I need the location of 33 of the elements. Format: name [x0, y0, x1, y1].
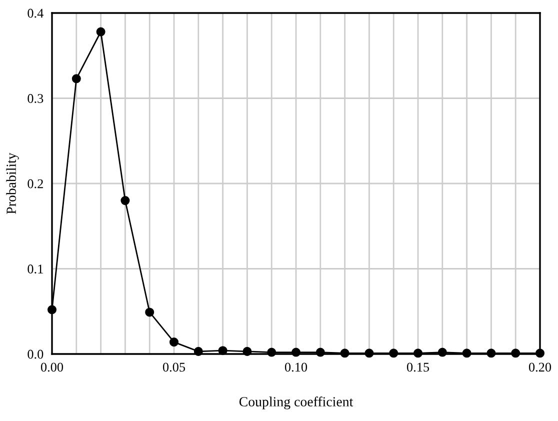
point [72, 74, 81, 84]
point [364, 348, 374, 358]
y-tick-label: 0.0 [28, 350, 44, 359]
point [47, 305, 57, 314]
point [535, 348, 545, 358]
point [511, 348, 520, 358]
point [438, 348, 447, 357]
point [340, 348, 350, 358]
point [120, 196, 130, 206]
y-tick-label: 0.3 [28, 94, 44, 104]
point [218, 346, 228, 356]
point [169, 338, 179, 347]
x-tick-label: 0.05 [162, 362, 186, 372]
point [267, 348, 276, 357]
x-tick-label: 0.10 [284, 362, 308, 372]
y-tick-label: 0.2 [28, 179, 43, 188]
point [96, 27, 106, 36]
point [486, 348, 496, 358]
y-axis-title: Probability [6, 152, 19, 214]
x-tick-label: 0.00 [40, 362, 64, 372]
point [145, 308, 154, 317]
x-tick-label: 0.15 [406, 362, 430, 372]
point [316, 348, 325, 357]
point [462, 348, 472, 358]
y-tick-label: 0.4 [28, 8, 44, 18]
point [413, 348, 423, 358]
x-axis-title: Coupling coefficient [239, 396, 354, 410]
point [291, 348, 301, 357]
point [194, 346, 203, 356]
point [389, 348, 398, 358]
y-tick-label: 0.1 [28, 264, 43, 274]
point [242, 346, 252, 356]
x-tick-label: 0.20 [528, 362, 552, 372]
